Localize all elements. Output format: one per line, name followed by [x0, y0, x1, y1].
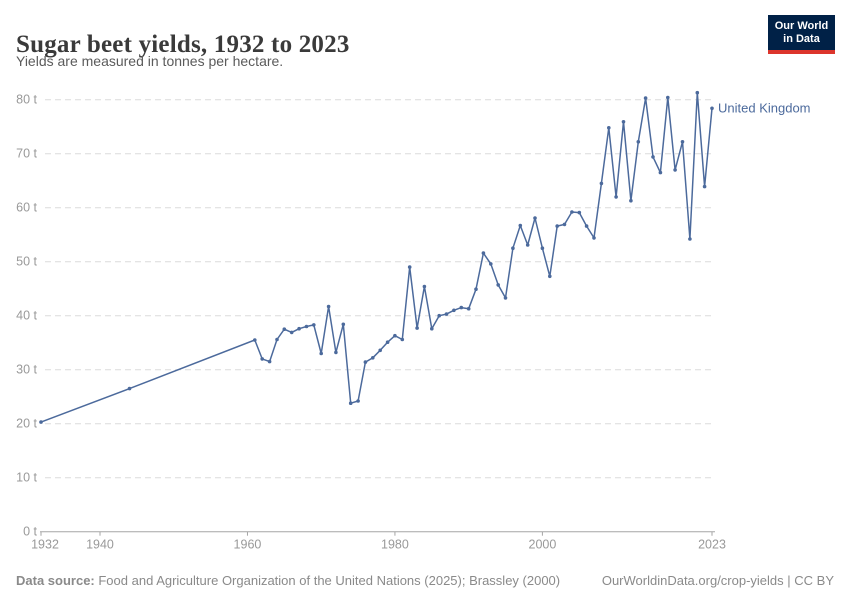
data-point-1984[interactable]: [422, 284, 427, 289]
data-point-1985[interactable]: [430, 326, 434, 331]
series-label-united-kingdom[interactable]: United Kingdom: [718, 100, 811, 115]
y-tick-label-20: 20 t: [16, 417, 37, 431]
data-point-1982[interactable]: [407, 265, 412, 269]
data-point-1999[interactable]: [533, 216, 537, 220]
data-point-1979[interactable]: [385, 340, 390, 345]
data-point-2011[interactable]: [621, 120, 626, 124]
series-line-united-kingdom[interactable]: [40, 91, 713, 423]
owid-logo-text-line1: Our World: [774, 20, 829, 32]
data-point-2014[interactable]: [643, 96, 648, 100]
data-source-text: Food and Agriculture Organization of the…: [94, 573, 561, 588]
data-point-1974[interactable]: [348, 401, 353, 406]
data-source-note: Data source: Food and Agriculture Organi…: [16, 573, 560, 588]
x-tick-label-1960: 1960: [234, 538, 262, 552]
data-point-1972[interactable]: [334, 350, 338, 355]
data-point-1995[interactable]: [503, 296, 508, 300]
data-point-1965[interactable]: [282, 327, 287, 332]
data-point-2012[interactable]: [629, 198, 633, 203]
data-point-1988[interactable]: [452, 308, 456, 313]
data-point-2006[interactable]: [584, 224, 589, 228]
chart-subtitle: Yields are measured in tonnes per hectar…: [16, 53, 284, 69]
data-point-1990[interactable]: [466, 306, 471, 311]
data-point-1968[interactable]: [304, 324, 309, 329]
data-point-2023[interactable]: [710, 106, 714, 111]
line-chart-plot-area: 0 t 10 t 20 t 30 t 40 t 50 t 60 t 70 t 80 t 1932 1…: [16, 90, 811, 552]
data-point-2016[interactable]: [658, 170, 663, 175]
y-tick-label-10: 10 t: [16, 471, 37, 485]
data-point-2001[interactable]: [548, 274, 552, 279]
data-point-1964[interactable]: [275, 337, 279, 342]
data-point-1976[interactable]: [363, 360, 368, 364]
data-point-1994[interactable]: [496, 283, 501, 287]
data-point-1991[interactable]: [474, 287, 478, 292]
data-point-1961[interactable]: [253, 338, 257, 342]
data-point-2002[interactable]: [555, 224, 559, 228]
data-point-2004[interactable]: [570, 210, 574, 214]
data-point-2019[interactable]: [680, 140, 685, 144]
data-point-2007[interactable]: [592, 236, 596, 240]
x-tick-label-2023: 2023: [698, 538, 726, 552]
data-point-1966[interactable]: [289, 330, 294, 335]
data-point-1944[interactable]: [127, 386, 132, 391]
data-point-1987[interactable]: [444, 312, 449, 316]
data-point-1970[interactable]: [319, 351, 324, 356]
data-point-1962[interactable]: [260, 357, 265, 361]
data-point-2000[interactable]: [540, 246, 545, 250]
data-point-2020[interactable]: [688, 237, 692, 241]
data-point-1992[interactable]: [481, 251, 486, 255]
x-tick-label-1940: 1940: [86, 538, 114, 552]
data-point-2017[interactable]: [666, 95, 670, 100]
data-point-1975[interactable]: [356, 399, 360, 403]
owid-logo[interactable]: Our World in Data: [768, 15, 835, 55]
x-tick-label-2000: 2000: [529, 538, 557, 552]
data-point-2009[interactable]: [607, 126, 611, 130]
y-tick-label-0: 0 t: [23, 525, 37, 539]
data-point-2010[interactable]: [614, 195, 618, 199]
x-tick-label-1932: 1932: [31, 538, 59, 552]
y-tick-label-80: 80 t: [16, 93, 37, 107]
data-source-label: Data source:: [16, 573, 95, 588]
data-point-1963[interactable]: [267, 359, 272, 364]
owid-logo-text-line2: in Data: [783, 33, 820, 46]
data-point-2013[interactable]: [636, 140, 641, 144]
license-link[interactable]: OurWorldinData.org/crop-yields | CC BY: [601, 573, 834, 588]
data-point-1989[interactable]: [459, 305, 464, 310]
data-point-1996[interactable]: [511, 246, 515, 250]
data-point-1986[interactable]: [437, 313, 442, 318]
data-point-1971[interactable]: [326, 304, 331, 309]
data-point-2008[interactable]: [599, 181, 604, 186]
data-point-1993[interactable]: [489, 262, 493, 266]
data-point-1981[interactable]: [400, 337, 405, 342]
data-point-2005[interactable]: [577, 210, 582, 215]
data-point-1983[interactable]: [415, 326, 419, 330]
y-tick-label-40: 40 t: [16, 309, 37, 323]
page-title: Sugar beet yields, 1932 to 2023: [16, 30, 350, 58]
data-point-2018[interactable]: [673, 168, 677, 172]
data-point-1998[interactable]: [525, 243, 530, 247]
x-tick-label-1980: 1980: [381, 538, 409, 552]
data-point-2003[interactable]: [562, 222, 567, 227]
data-point-2015[interactable]: [651, 155, 655, 159]
data-point-1973[interactable]: [341, 322, 346, 327]
y-tick-label-70: 70 t: [16, 147, 37, 161]
data-point-2021[interactable]: [695, 90, 700, 95]
data-point-2022[interactable]: [702, 184, 707, 189]
y-tick-label-50: 50 t: [16, 255, 37, 269]
data-point-1969[interactable]: [312, 323, 316, 327]
y-tick-label-30: 30 t: [16, 363, 37, 377]
data-point-1932[interactable]: [39, 420, 43, 424]
data-point-1967[interactable]: [297, 326, 301, 331]
y-tick-label-60: 60 t: [16, 201, 37, 215]
data-point-1980[interactable]: [393, 333, 397, 338]
data-point-1978[interactable]: [378, 348, 383, 353]
data-point-1997[interactable]: [518, 223, 523, 228]
data-point-1977[interactable]: [371, 356, 375, 360]
chart-footer: Data source: Food and Agriculture Organi…: [0, 573, 850, 588]
